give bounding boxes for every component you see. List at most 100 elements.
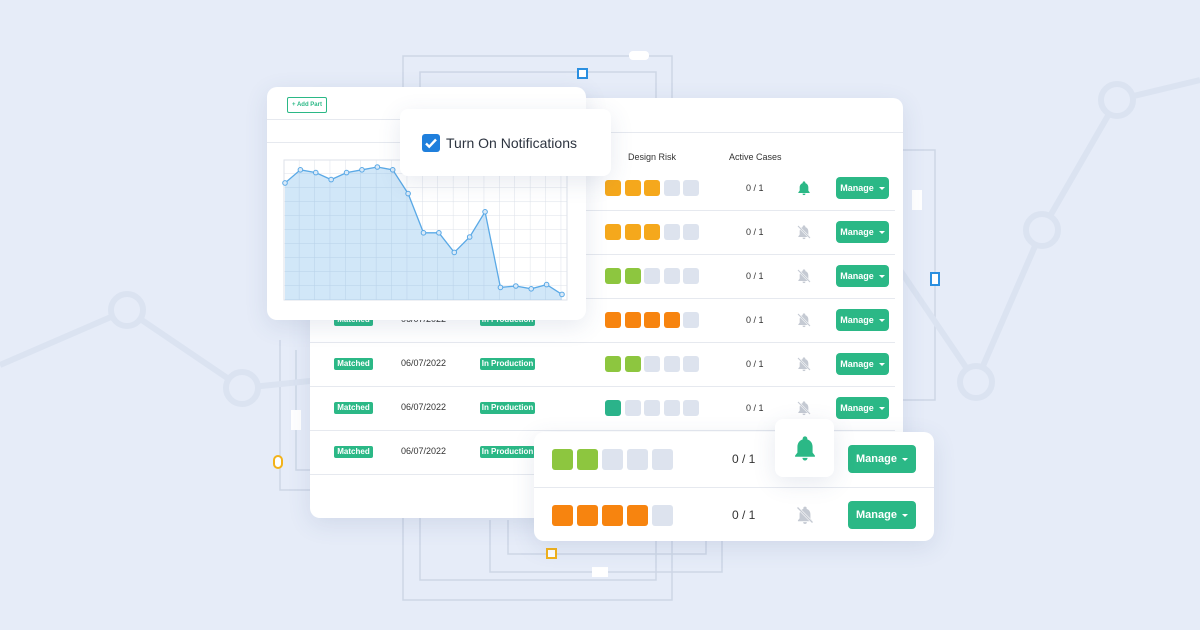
manage-button[interactable]: Manage xyxy=(836,177,889,199)
bell-off[interactable] xyxy=(796,224,812,240)
risk-square-empty xyxy=(652,449,673,470)
point xyxy=(513,283,519,289)
active-cases: 0 / 1 xyxy=(746,271,764,281)
bell-off[interactable] xyxy=(796,312,812,328)
manage-button[interactable]: Manage xyxy=(848,445,916,473)
bell-off[interactable] xyxy=(796,268,812,284)
risk-square xyxy=(602,505,623,526)
risk-square xyxy=(663,312,680,328)
manage-button[interactable]: Manage xyxy=(836,353,889,375)
status-badge: In Production xyxy=(480,446,535,458)
bell-on[interactable] xyxy=(791,434,819,462)
risk-square xyxy=(605,400,621,416)
popup-label[interactable]: Turn On Notifications xyxy=(446,135,577,151)
point xyxy=(497,284,504,291)
point xyxy=(374,164,381,170)
add-part-button[interactable]: + Add Part xyxy=(287,97,327,113)
checkbox[interactable] xyxy=(422,134,440,152)
point xyxy=(436,230,442,236)
risk-square xyxy=(627,505,648,526)
point xyxy=(297,167,304,173)
point xyxy=(312,169,319,176)
point xyxy=(282,180,288,186)
risk-square-empty xyxy=(644,268,660,284)
risk-square xyxy=(605,180,621,196)
bell-off[interactable] xyxy=(796,400,812,416)
manage-button[interactable]: Manage xyxy=(836,309,889,331)
risk-square xyxy=(624,180,641,196)
point xyxy=(559,291,565,298)
match-badge: Matched xyxy=(334,358,373,370)
active-cases: 0 / 1 xyxy=(746,403,764,413)
risk-square-empty xyxy=(663,268,680,284)
active-cases: 0 / 1 xyxy=(746,315,764,325)
risk-square-empty xyxy=(602,449,623,470)
risk-square-empty xyxy=(644,400,660,416)
date: 06/07/2022 xyxy=(401,402,447,412)
manage-button[interactable]: Manage xyxy=(836,397,889,419)
bell-off[interactable] xyxy=(795,505,815,525)
bell-on[interactable] xyxy=(796,180,812,196)
point xyxy=(343,169,350,176)
manage-button[interactable]: Manage xyxy=(836,221,889,243)
divider xyxy=(310,254,895,255)
date: 06/07/2022 xyxy=(401,446,447,456)
risk-square xyxy=(552,449,573,470)
point xyxy=(466,234,473,240)
manage-button[interactable]: Manage xyxy=(848,501,916,529)
risk-square-empty xyxy=(683,224,699,240)
risk-square xyxy=(624,268,641,284)
bell-bubble xyxy=(775,419,834,477)
manage-button[interactable]: Manage xyxy=(836,265,889,287)
match-badge: Matched xyxy=(334,402,373,414)
grid xyxy=(283,159,568,301)
column-header: Design Risk xyxy=(628,152,677,162)
divider xyxy=(310,386,895,387)
active-cases: 0 / 1 xyxy=(732,508,756,522)
point xyxy=(543,281,550,288)
risk-square-empty xyxy=(663,400,680,416)
point xyxy=(528,286,535,292)
risk-square-empty xyxy=(663,224,680,240)
risk-square xyxy=(605,356,621,372)
risk-square xyxy=(624,356,641,372)
risk-square-empty xyxy=(683,400,699,416)
risk-square-empty xyxy=(644,356,660,372)
status-badge: In Production xyxy=(480,402,535,414)
line-chart xyxy=(282,159,568,301)
status-badge: In Production xyxy=(480,358,535,370)
divider xyxy=(310,210,895,211)
risk-square xyxy=(577,449,598,470)
point xyxy=(389,167,396,173)
risk-square-empty xyxy=(663,356,680,372)
divider xyxy=(310,342,895,343)
match-badge: Matched xyxy=(334,446,373,458)
bell-off[interactable] xyxy=(796,356,812,372)
active-cases: 0 / 1 xyxy=(746,183,764,193)
risk-square-empty xyxy=(652,505,673,526)
active-cases: 0 / 1 xyxy=(746,227,764,237)
point xyxy=(482,209,488,215)
risk-square xyxy=(624,312,641,328)
risk-square-empty xyxy=(624,400,641,416)
risk-square xyxy=(605,312,621,328)
risk-square xyxy=(605,268,621,284)
date: 06/07/2022 xyxy=(401,358,447,368)
divider xyxy=(310,430,895,431)
point xyxy=(405,190,411,197)
risk-square xyxy=(605,224,621,240)
divider xyxy=(310,298,895,299)
risk-square-empty xyxy=(683,312,699,328)
front-card: 0 / 1 Manage 0 / 1 Manage xyxy=(534,432,934,541)
risk-square xyxy=(624,224,641,240)
point xyxy=(451,249,458,256)
point xyxy=(420,230,427,236)
divider xyxy=(534,487,934,488)
point xyxy=(359,167,365,173)
risk-square xyxy=(644,224,660,240)
active-cases: 0 / 1 xyxy=(732,452,756,466)
risk-square-empty xyxy=(627,449,648,470)
